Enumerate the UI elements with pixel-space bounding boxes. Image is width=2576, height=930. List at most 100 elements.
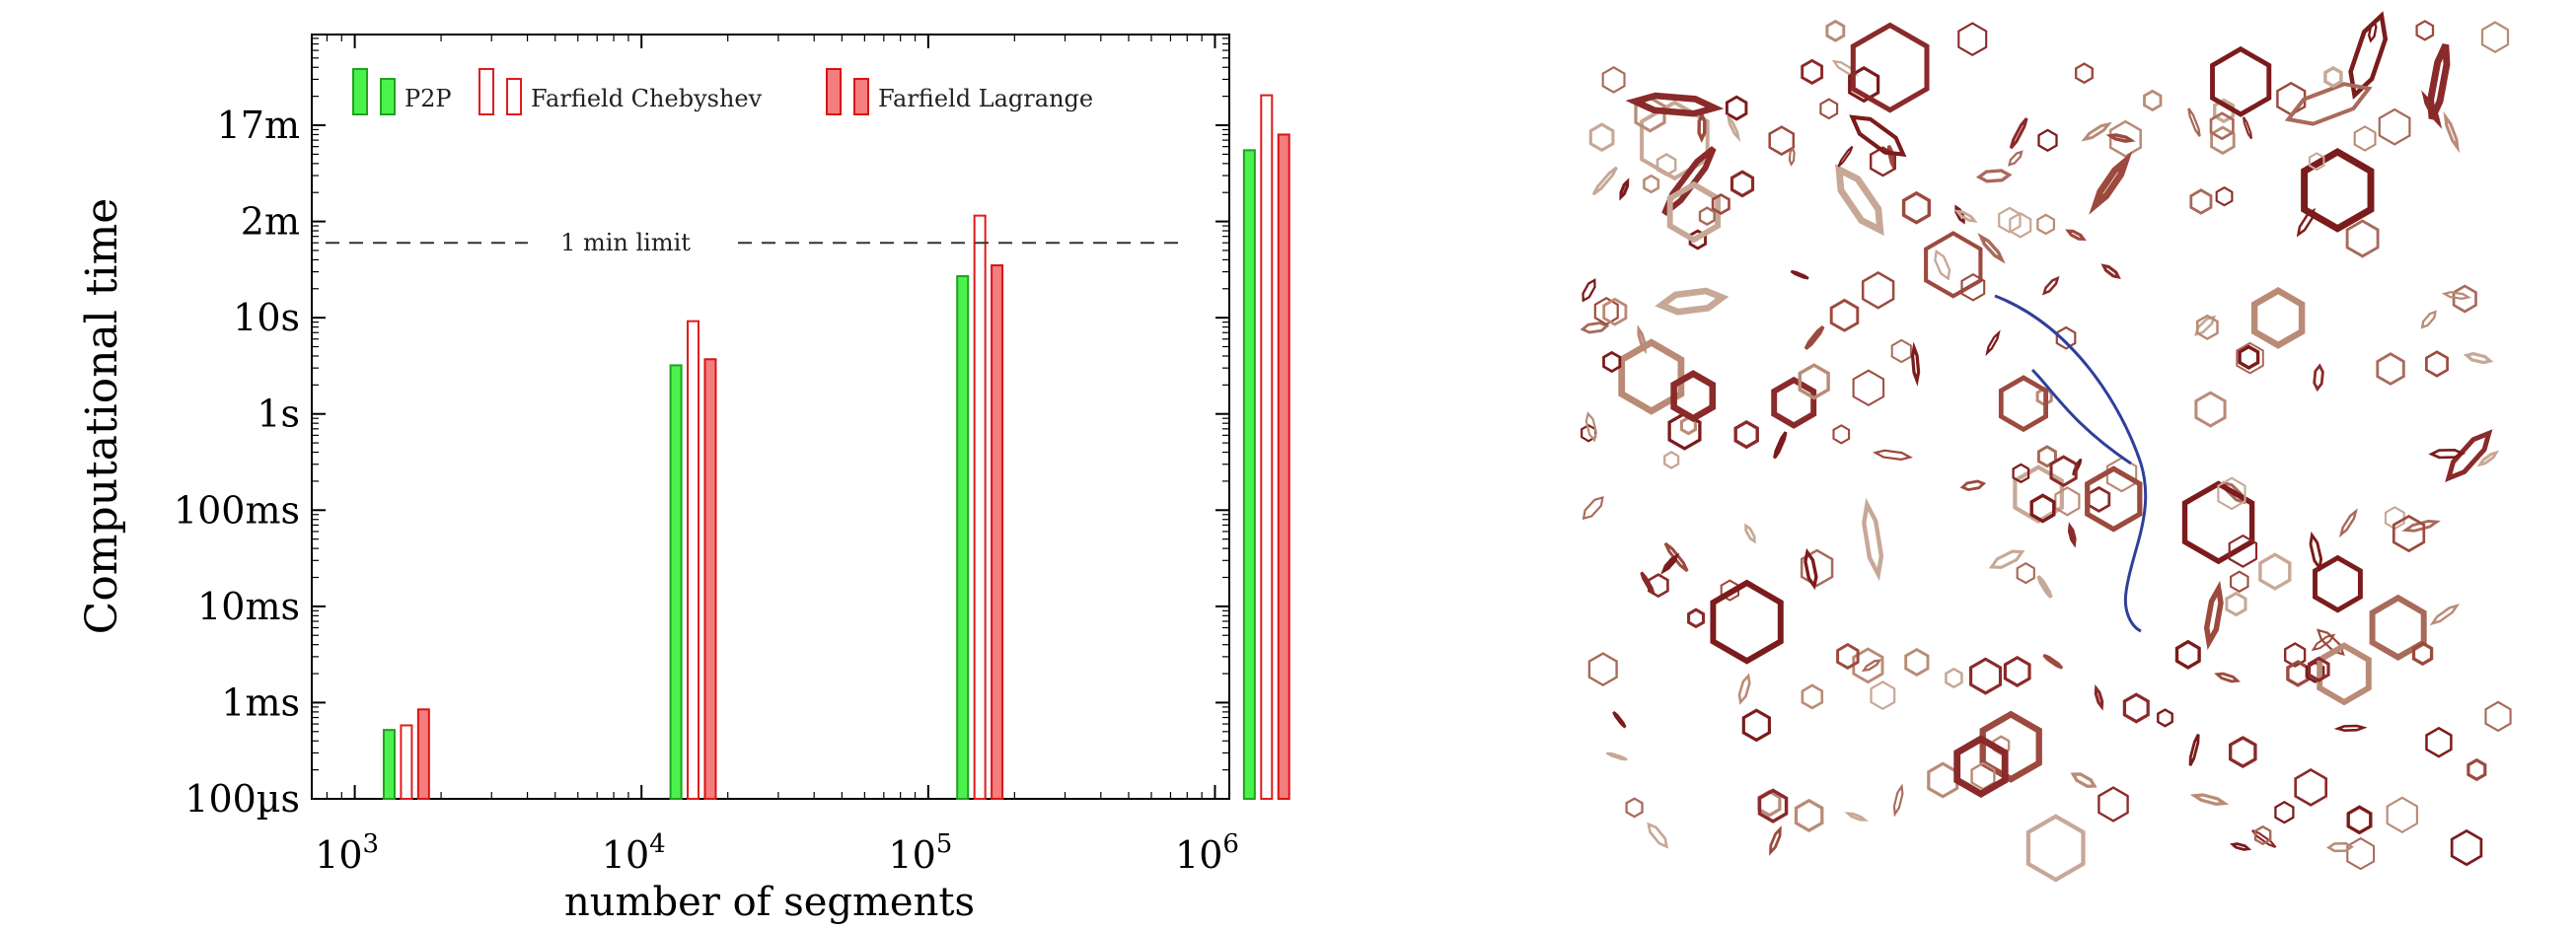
loop-ring — [2463, 351, 2494, 365]
loop-ring — [2338, 508, 2358, 538]
loop-ring — [1730, 170, 1755, 198]
loop-ring — [1584, 411, 1598, 443]
loop-ring — [2236, 341, 2264, 375]
loop-ring — [2415, 20, 2435, 41]
plot-frame — [311, 34, 1230, 800]
legend-swatch-lagrange — [853, 78, 869, 115]
loop-ring — [1587, 652, 1618, 686]
loop-ring — [1832, 424, 1851, 445]
bar-chart: 100µs 1ms 10ms 100ms 1s 10s 2m 17m 103 104 105 106… — [77, 34, 1290, 925]
loop-ring — [2225, 591, 2247, 617]
bar-farfield-lagrange — [703, 358, 717, 800]
bar-farfield-chebyshev — [687, 320, 700, 800]
loop-ring — [1710, 579, 1784, 665]
loop-ring — [1861, 659, 1882, 673]
loop-ring — [1593, 297, 1619, 326]
loop-ring — [2251, 829, 2277, 849]
x-axis-label: number of segments — [564, 880, 975, 925]
loop-ring — [2378, 107, 2411, 146]
loop-ring — [2420, 310, 2437, 329]
loop-ring — [2214, 672, 2242, 683]
loop-ring — [2284, 82, 2373, 126]
loop-ring — [1998, 206, 2022, 234]
loop-ring — [2308, 656, 2330, 682]
loop-ring — [1618, 338, 1685, 415]
bar-farfield-lagrange — [416, 708, 430, 800]
loop-ring — [2476, 450, 2500, 467]
loop-ring — [2193, 315, 2216, 336]
loop-ring — [2441, 291, 2472, 301]
loop-ring — [2376, 352, 2405, 386]
loop-ring — [2346, 805, 2373, 835]
legend-swatch-p2p — [352, 68, 368, 115]
loop-ring — [1757, 788, 1789, 823]
y-tick-label: 10s — [233, 296, 300, 339]
loop-ring — [1769, 825, 1782, 856]
loop-ring — [1733, 419, 1759, 450]
loop-ring — [2037, 128, 2058, 153]
loop-ring — [1953, 735, 2009, 799]
loop-ring — [1837, 145, 1854, 168]
render-canvas — [1583, 22, 2513, 863]
loop-ring — [1798, 363, 1830, 400]
loop-ring — [2425, 726, 2453, 758]
loop-ring — [1825, 19, 1846, 42]
loop-ring — [2345, 219, 2380, 258]
loop-ring — [1998, 375, 2048, 433]
loop-ring — [2187, 107, 2201, 137]
loop-ring — [1612, 710, 1627, 729]
loop-ring — [2392, 514, 2426, 553]
loop-ring — [1977, 233, 2006, 264]
loop-ring — [1725, 95, 1748, 121]
loop-ring — [1801, 58, 1824, 85]
loop-ring — [1726, 113, 1741, 143]
loop-ring — [2296, 207, 2316, 238]
loop-ring — [2085, 465, 2143, 533]
loop-ring — [1794, 798, 1824, 832]
loop-ring — [2215, 185, 2234, 207]
loop-ring — [2301, 148, 2375, 233]
loop-ring — [2428, 448, 2466, 460]
loop-ring — [2181, 480, 2255, 565]
loop-ring — [2189, 793, 2230, 806]
loop-ring — [2209, 111, 2235, 141]
legend-swatch-chebyshev — [478, 68, 494, 115]
loop-ring — [2188, 734, 2200, 766]
loop-ring — [1988, 549, 2025, 569]
loop-ring — [1849, 114, 1907, 158]
loop-ring — [2305, 661, 2325, 683]
loop-ring — [2386, 796, 2418, 834]
bar-p2p — [669, 364, 683, 800]
loop-ring — [1959, 479, 1987, 492]
bars — [382, 94, 1290, 801]
loop-ring — [2427, 43, 2451, 120]
limit-line-label: 1 min limit — [560, 229, 691, 256]
loop-ring — [2098, 786, 2129, 823]
y-tick-labels: 100µs 1ms 10ms 100ms 1s 10s 2m 17m — [174, 104, 300, 821]
loop-ring — [2012, 463, 2030, 484]
loop-ring — [1655, 287, 1730, 316]
loop-ring — [2122, 692, 2150, 724]
loop-ring — [2009, 212, 2032, 239]
loop-ring — [1619, 178, 1630, 201]
loop-ring — [2309, 531, 2323, 572]
loop-ring — [1601, 66, 1626, 94]
axis-ticks — [312, 35, 1229, 800]
loop-ring — [2094, 683, 2104, 711]
legend-swatch-lagrange — [826, 68, 842, 115]
loop-ring — [1768, 125, 1796, 156]
x-tick-label: 104 — [602, 829, 666, 877]
loop-ring — [2367, 19, 2378, 43]
loop-ring — [2009, 117, 2028, 150]
loop-ring — [1803, 547, 1818, 591]
loop-ring — [2036, 213, 2056, 236]
loop-ring — [2217, 476, 2246, 511]
loop-ring — [1790, 269, 1809, 280]
x-tick-labels: 103 104 105 106 — [315, 829, 1239, 877]
loop-ring — [1711, 192, 1730, 215]
bar-p2p — [382, 729, 396, 801]
loop-ring — [1602, 297, 1628, 326]
loop-ring — [2250, 286, 2306, 349]
bar-farfield-lagrange — [991, 264, 1004, 800]
loop-ring — [1801, 683, 1824, 710]
